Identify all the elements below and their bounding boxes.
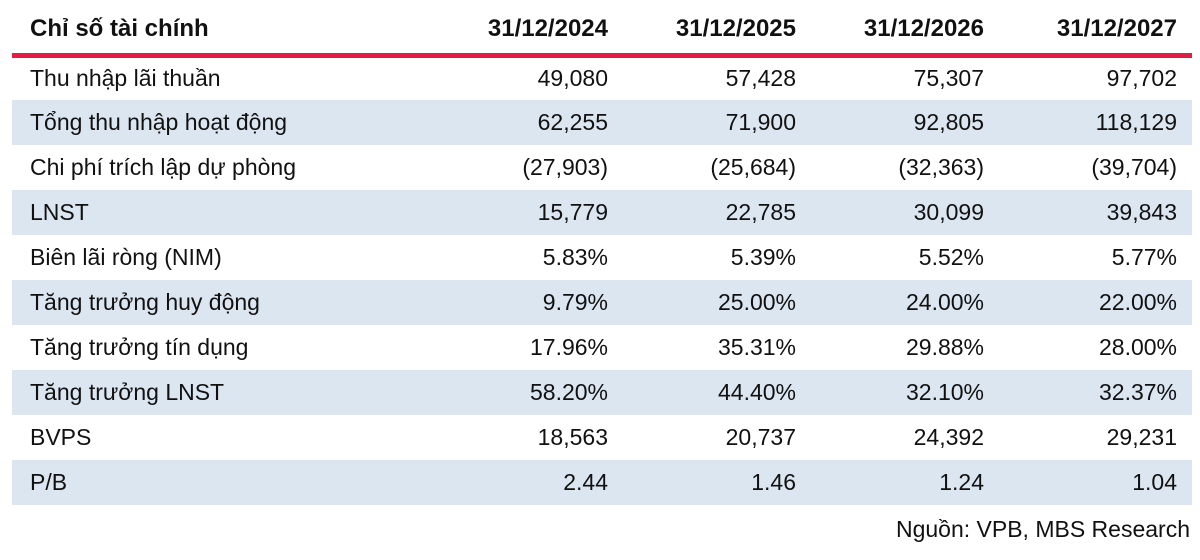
table-cell: 17.96%	[529, 334, 608, 360]
table-cell: 29,231	[1106, 424, 1177, 450]
column-header-2027: 31/12/2027	[984, 6, 1192, 58]
table-cell: 62,255	[537, 109, 608, 135]
table-cell: 5.39%	[730, 244, 796, 270]
table-cell: 39,843	[1106, 199, 1177, 225]
table-cell: 1.04	[1132, 469, 1177, 495]
column-header-2025: 31/12/2025	[608, 6, 796, 58]
row-label: Tăng trưởng tín dụng	[30, 334, 249, 360]
table-cell: 18,563	[537, 424, 608, 450]
table-cell: 92,805	[913, 109, 984, 135]
table-header-row: Chỉ số tài chính 31/12/2024 31/12/2025 3…	[12, 6, 1192, 58]
table-cell: 49,080	[537, 65, 608, 92]
row-label: P/B	[30, 469, 68, 495]
table-row: Tăng trưởng LNST 58.20% 44.40% 32.10% 32…	[12, 370, 1192, 415]
row-label: LNST	[30, 199, 89, 225]
table-cell: 22,785	[725, 199, 796, 225]
table-cell: 35.31%	[717, 334, 796, 360]
row-label: Tăng trưởng LNST	[30, 379, 225, 405]
row-label: Thu nhập lãi thuần	[30, 65, 221, 92]
table-cell: 118,129	[1095, 109, 1177, 135]
row-label: Chi phí trích lập dự phòng	[30, 154, 297, 180]
table-cell: 5.83%	[542, 244, 608, 270]
table-row: Tăng trưởng huy động 9.79% 25.00% 24.00%…	[12, 280, 1192, 325]
financial-table: Chỉ số tài chính 31/12/2024 31/12/2025 3…	[12, 6, 1192, 505]
table-row: Thu nhập lãi thuần 49,080 57,428 75,307 …	[12, 55, 1192, 100]
table-cell: 28.00%	[1098, 334, 1177, 360]
table-cell: 97,702	[1106, 65, 1177, 92]
table-cell: 5.52%	[918, 244, 984, 270]
table-cell: 24.00%	[905, 289, 984, 315]
table-row: Biên lãi ròng (NIM) 5.83% 5.39% 5.52% 5.…	[12, 235, 1192, 280]
column-header-2026: 31/12/2026	[796, 6, 984, 58]
source-note: Nguồn: VPB, MBS Research	[895, 516, 1190, 542]
table-cell: 20,737	[725, 424, 796, 450]
table-cell: (32,363)	[898, 154, 984, 180]
table-cell: 25.00%	[717, 289, 796, 315]
table-row: BVPS 18,563 20,737 24,392 29,231	[12, 415, 1192, 460]
table-row: P/B 2.44 1.46 1.24 1.04	[12, 460, 1192, 505]
table-cell: (25,684)	[710, 154, 796, 180]
table-cell: 44.40%	[717, 379, 796, 405]
table-title: Chỉ số tài chính	[12, 6, 420, 58]
table-cell: 71,900	[725, 109, 796, 135]
table-cell: 30,099	[913, 199, 984, 225]
table-cell: 75,307	[913, 65, 984, 92]
table-row: LNST 15,779 22,785 30,099 39,843	[12, 190, 1192, 235]
table-cell: 2.44	[563, 469, 608, 495]
table-cell: 22.00%	[1098, 289, 1177, 315]
row-label: Biên lãi ròng (NIM)	[30, 244, 222, 270]
row-label: Tổng thu nhập hoạt động	[30, 109, 288, 135]
table-cell: 58.20%	[529, 379, 608, 405]
financial-table-container: Chỉ số tài chính 31/12/2024 31/12/2025 3…	[12, 6, 1192, 505]
table-cell: 15,779	[537, 199, 608, 225]
table-cell: (27,903)	[522, 154, 608, 180]
row-label: Tăng trưởng huy động	[30, 289, 260, 315]
table-cell: 1.46	[751, 469, 796, 495]
table-row: Tổng thu nhập hoạt động 62,255 71,900 92…	[12, 100, 1192, 145]
table-cell: 5.77%	[1111, 244, 1177, 270]
table-cell: (39,704)	[1091, 154, 1177, 180]
table-cell: 24,392	[913, 424, 984, 450]
table-cell: 32.10%	[905, 379, 984, 405]
table-cell: 32.37%	[1098, 379, 1177, 405]
table-cell: 57,428	[725, 65, 796, 92]
table-cell: 9.79%	[542, 289, 608, 315]
table-cell: 1.24	[939, 469, 984, 495]
table-cell: 29.88%	[905, 334, 984, 360]
table-row: Chi phí trích lập dự phòng (27,903) (25,…	[12, 145, 1192, 190]
column-header-2024: 31/12/2024	[420, 6, 608, 58]
table-row: Tăng trưởng tín dụng 17.96% 35.31% 29.88…	[12, 325, 1192, 370]
row-label: BVPS	[30, 424, 92, 450]
